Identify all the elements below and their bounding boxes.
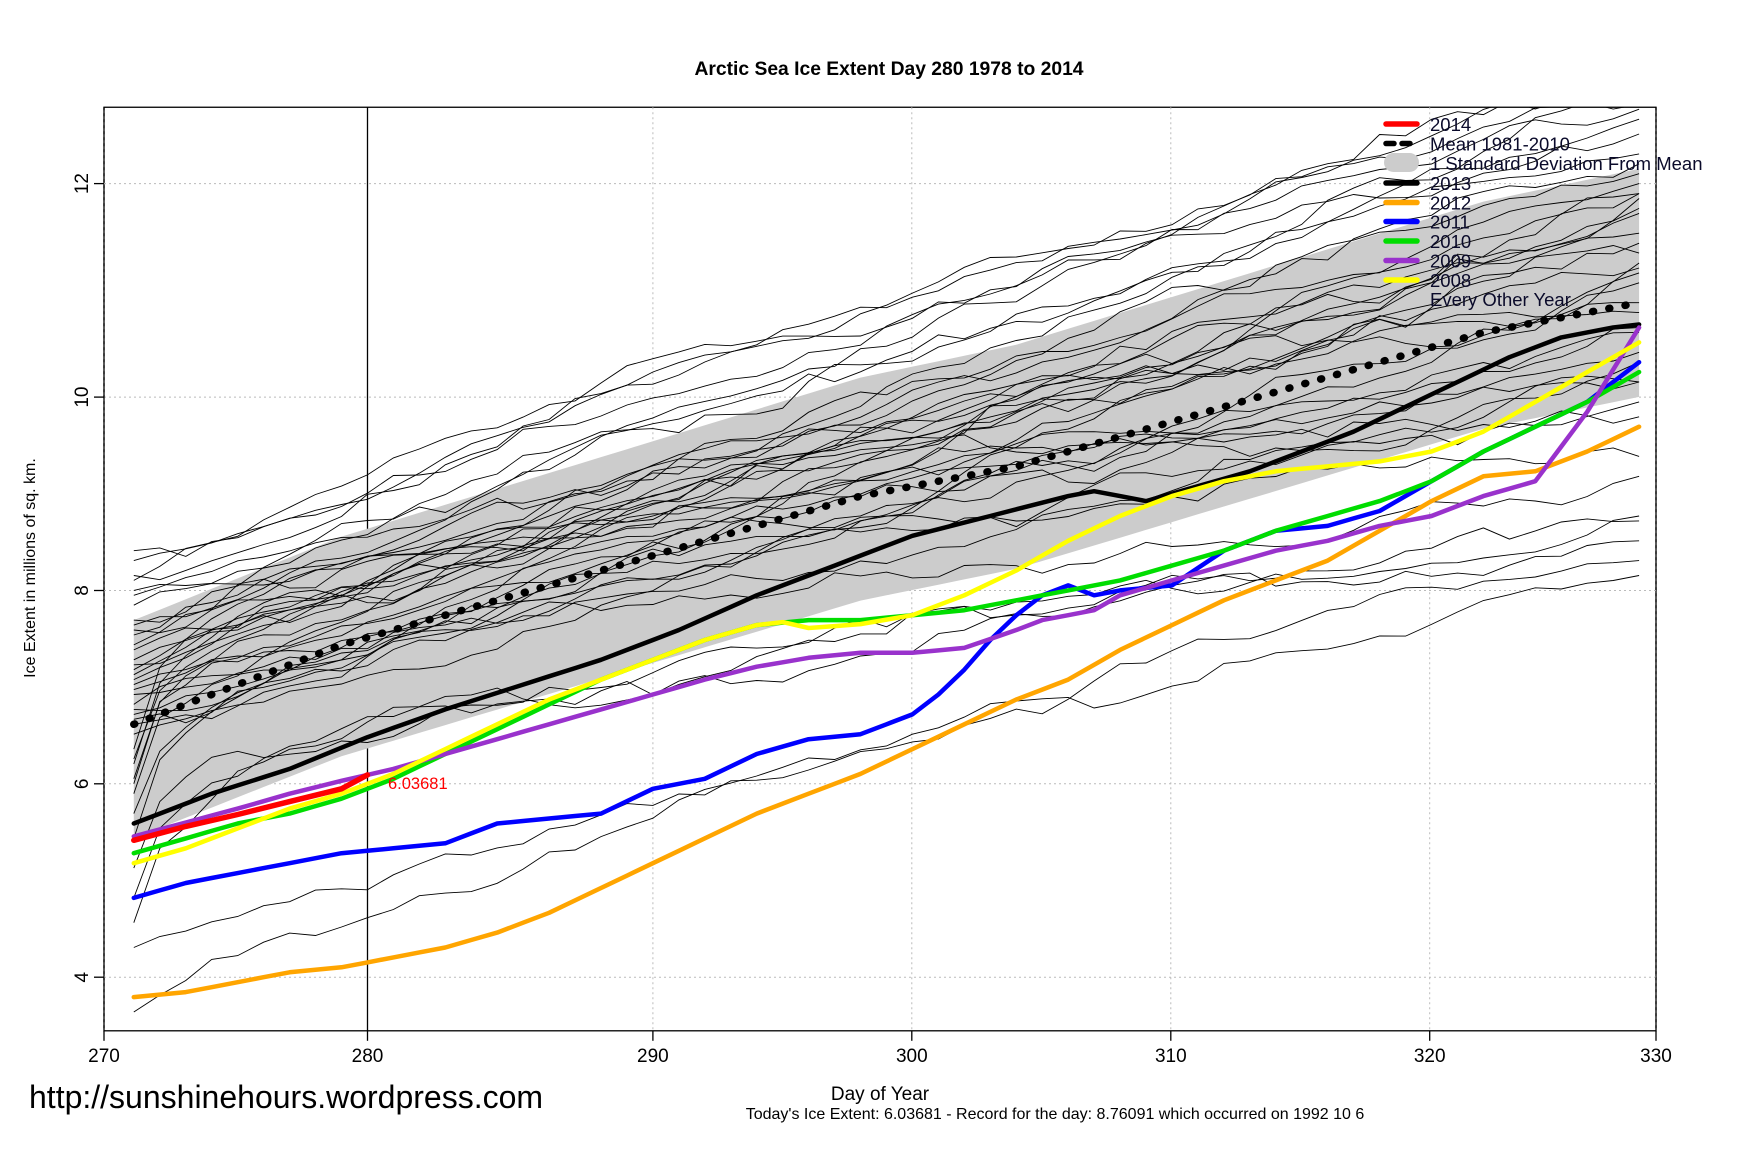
svg-text:2011: 2011 (1430, 212, 1470, 233)
svg-text:Mean 1981-2010: Mean 1981-2010 (1430, 134, 1570, 155)
svg-text:2012: 2012 (1430, 193, 1471, 214)
svg-text:Ice Extent in millions of sq.: Ice Extent in millions of sq. km. (22, 458, 39, 678)
svg-text:270: 270 (88, 1046, 120, 1067)
svg-text:8: 8 (72, 585, 93, 596)
svg-text:4: 4 (72, 971, 93, 982)
svg-text:290: 290 (637, 1046, 669, 1067)
svg-text:2013: 2013 (1430, 173, 1471, 194)
svg-text:300: 300 (896, 1046, 928, 1067)
svg-text:Day of Year: Day of Year (831, 1084, 930, 1105)
svg-text:2008: 2008 (1430, 270, 1471, 291)
svg-text:2010: 2010 (1430, 231, 1471, 252)
svg-text:280: 280 (352, 1046, 384, 1067)
svg-text:10: 10 (72, 387, 93, 408)
svg-text:320: 320 (1414, 1046, 1446, 1067)
svg-text:6: 6 (72, 779, 93, 790)
svg-text:310: 310 (1155, 1046, 1187, 1067)
svg-text:Arctic Sea Ice Extent Day 280: Arctic Sea Ice Extent Day 280 1978 to 20… (694, 59, 1083, 80)
svg-text:12: 12 (72, 173, 93, 194)
svg-text:Today's Ice Extent: 6.03681 -: Today's Ice Extent: 6.03681 - Record for… (746, 1106, 1365, 1123)
svg-text:http://sunshinehours.wordpress: http://sunshinehours.wordpress.com (29, 1079, 543, 1115)
svg-text:1 Standard Deviation From Mean: 1 Standard Deviation From Mean (1430, 153, 1703, 174)
svg-text:6.03681: 6.03681 (388, 775, 448, 793)
svg-text:Every Other Year: Every Other Year (1430, 289, 1571, 310)
svg-text:2014: 2014 (1430, 114, 1471, 135)
svg-text:2009: 2009 (1430, 251, 1471, 272)
svg-text:330: 330 (1640, 1046, 1672, 1067)
